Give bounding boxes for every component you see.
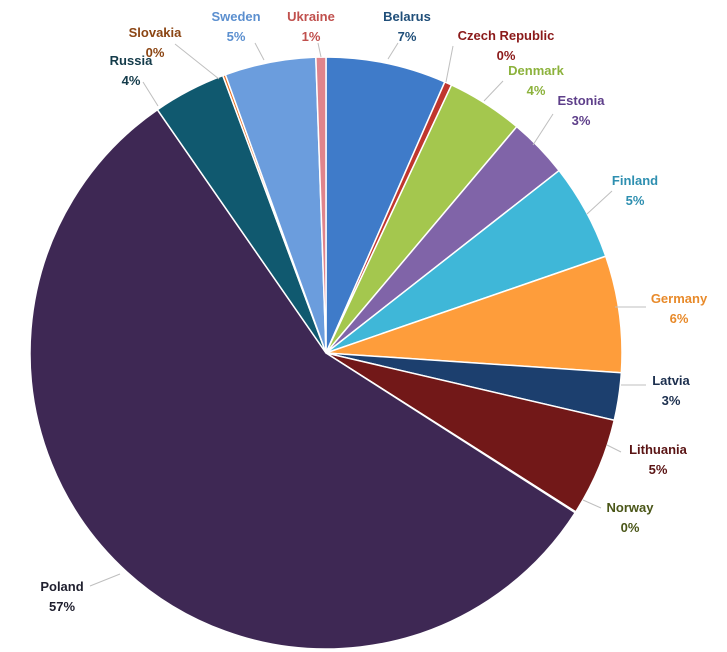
- slice-label-name-belarus: Belarus: [383, 9, 431, 24]
- leader-line-czech-republic: [445, 45, 454, 83]
- slice-label-percent-latvia: 3%: [662, 393, 681, 408]
- slice-label-percent-denmark: 4%: [527, 83, 546, 98]
- pie-slice-ukraine: [315, 56, 327, 354]
- pie-slices: [29, 56, 623, 650]
- slice-label-percent-sweden: 5%: [227, 29, 246, 44]
- slice-label-name-germany: Germany: [651, 291, 708, 306]
- leader-line-estonia: [532, 113, 554, 146]
- slice-label-percent-lithuania: 5%: [649, 462, 668, 477]
- leader-line-lithuania: [606, 444, 622, 453]
- slice-label-name-lithuania: Lithuania: [629, 442, 688, 457]
- slice-label-percent-poland: 57%: [49, 599, 75, 614]
- pie-slice-belarus: [325, 56, 446, 354]
- slice-label-percent-norway: 0%: [621, 520, 640, 535]
- leader-line-finland: [586, 190, 613, 215]
- slice-label-name-denmark: Denmark: [508, 63, 564, 78]
- slice-label-name-estonia: Estonia: [558, 93, 606, 108]
- pie-slice-germany: [325, 255, 623, 374]
- slice-label-percent-estonia: 3%: [572, 113, 591, 128]
- slice-label-percent-slovakia: 0%: [146, 45, 165, 60]
- leader-lines: [89, 42, 646, 587]
- leader-line-belarus: [387, 42, 399, 60]
- slice-label-name-russia: Russia: [110, 53, 153, 68]
- leader-line-norway: [582, 499, 602, 509]
- slice-label-name-sweden: Sweden: [211, 9, 260, 24]
- leader-line-slovakia: [174, 43, 220, 80]
- slice-label-percent-czech-republic: 0%: [497, 48, 516, 63]
- slice-label-name-poland: Poland: [40, 579, 83, 594]
- slice-label-percent-russia: 4%: [122, 73, 141, 88]
- leader-line-denmark: [483, 80, 504, 102]
- slice-label-name-norway: Norway: [607, 500, 655, 515]
- slice-label-name-ukraine: Ukraine: [287, 9, 335, 24]
- slice-label-name-finland: Finland: [612, 173, 658, 188]
- slice-label-name-czech-republic: Czech Republic: [458, 28, 555, 43]
- pie-slice-poland: [29, 108, 577, 650]
- slice-label-percent-finland: 5%: [626, 193, 645, 208]
- slice-label-percent-germany: 6%: [670, 311, 689, 326]
- leader-line-ukraine: [317, 42, 322, 58]
- leader-line-sweden: [254, 42, 265, 61]
- leader-line-russia: [142, 81, 159, 107]
- leader-line-poland: [89, 573, 121, 587]
- slice-label-percent-ukraine: 1%: [302, 29, 321, 44]
- slice-label-percent-belarus: 7%: [398, 29, 417, 44]
- slice-label-name-latvia: Latvia: [652, 373, 690, 388]
- slice-label-name-slovakia: Slovakia: [129, 25, 183, 40]
